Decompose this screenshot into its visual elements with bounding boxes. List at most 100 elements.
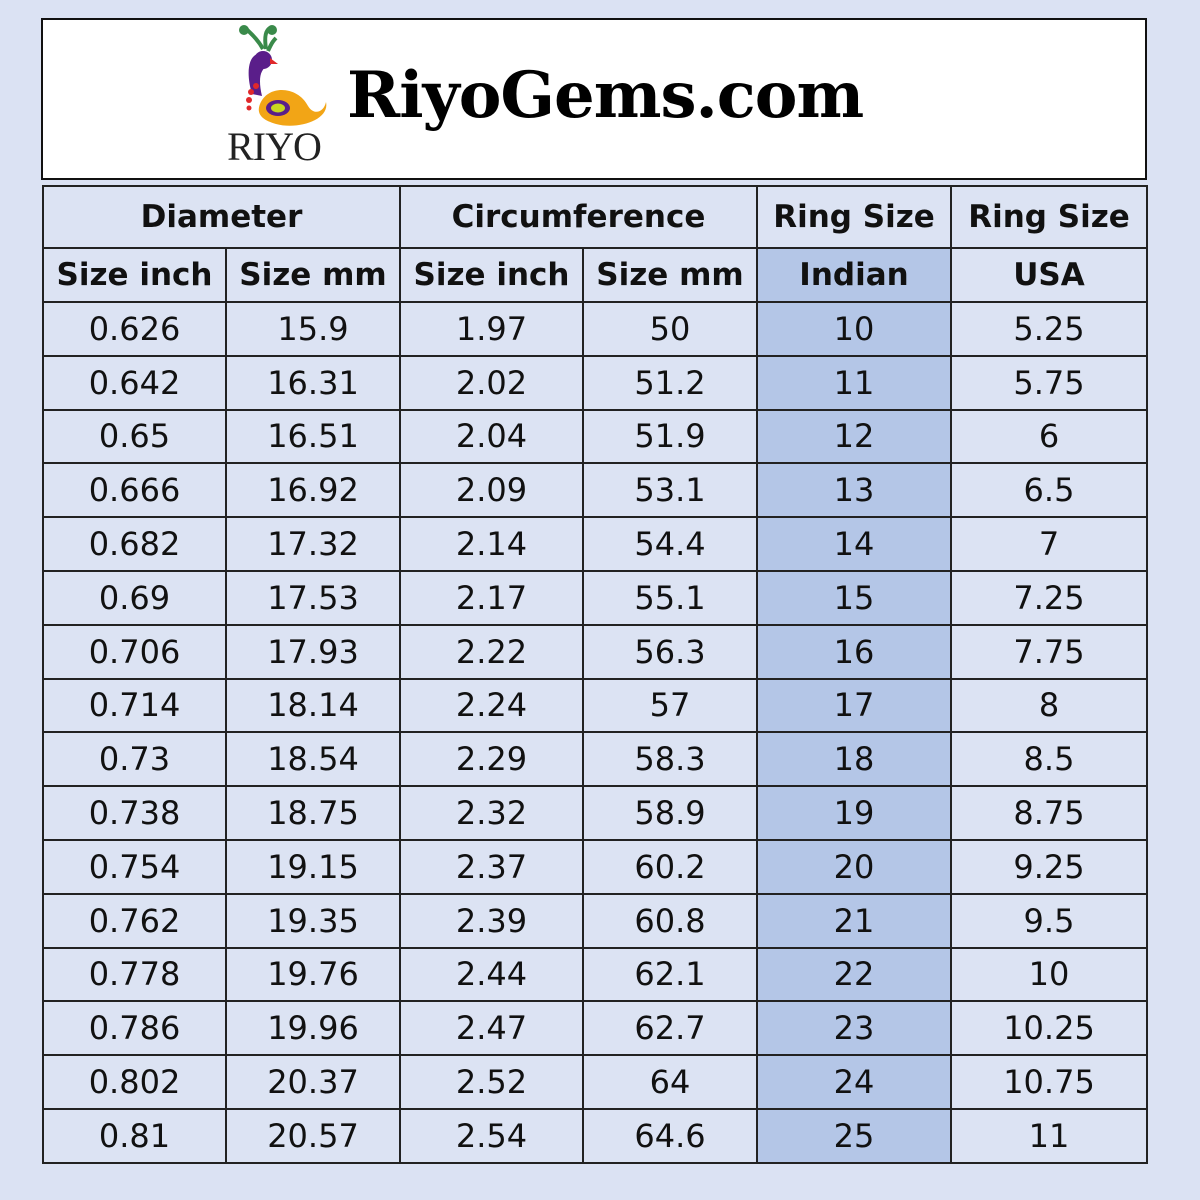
cell-indian-size: 21 [756, 892, 952, 949]
cell-diameter-inch: 0.706 [42, 623, 227, 680]
cell-indian-size: 10 [756, 301, 952, 357]
cell-circumference-mm: 58.3 [582, 731, 758, 788]
cell-circumference-mm: 64.6 [582, 1107, 758, 1164]
cell-indian-size: 13 [756, 462, 952, 519]
cell-indian-size: 12 [756, 408, 952, 465]
cell-usa-size: 8.75 [950, 785, 1148, 841]
cell-diameter-mm: 17.93 [225, 623, 401, 680]
cell-indian-size: 24 [756, 1054, 952, 1110]
cell-indian-size: 25 [756, 1107, 952, 1164]
cell-circumference-inch: 2.32 [399, 785, 584, 841]
cell-indian-size: 18 [756, 731, 952, 788]
subheader-circumference-inch: Size inch [399, 247, 584, 303]
cell-circumference-inch: 2.54 [399, 1107, 584, 1164]
table-row: 0.762 19.35 2.39 60.8 21 9.5 [42, 892, 1148, 949]
cell-diameter-inch: 0.666 [42, 462, 227, 519]
cell-circumference-inch: 2.02 [399, 354, 584, 411]
table-row: 0.778 19.76 2.44 62.1 22 10 [42, 946, 1148, 1003]
cell-diameter-inch: 0.69 [42, 569, 227, 626]
cell-usa-size: 5.25 [950, 301, 1148, 357]
cell-indian-size: 14 [756, 516, 952, 572]
cell-circumference-mm: 60.2 [582, 838, 758, 895]
cell-diameter-mm: 19.15 [225, 838, 401, 895]
cell-circumference-inch: 2.24 [399, 677, 584, 734]
cell-diameter-mm: 18.54 [225, 731, 401, 788]
cell-diameter-inch: 0.738 [42, 785, 227, 841]
subheader-usa: USA [950, 247, 1148, 303]
site-title: RiyoGems.com [347, 58, 864, 133]
table-row: 0.754 19.15 2.37 60.2 20 9.25 [42, 838, 1148, 895]
table-row: 0.626 15.9 1.97 50 10 5.25 [42, 301, 1148, 357]
cell-diameter-mm: 18.75 [225, 785, 401, 841]
cell-diameter-mm: 16.31 [225, 354, 401, 411]
cell-diameter-mm: 17.32 [225, 516, 401, 572]
cell-usa-size: 9.25 [950, 838, 1148, 895]
cell-circumference-inch: 2.52 [399, 1054, 584, 1110]
cell-diameter-inch: 0.754 [42, 838, 227, 895]
cell-diameter-inch: 0.762 [42, 892, 227, 949]
subheader-diameter-mm: Size mm [225, 247, 401, 303]
cell-indian-size: 22 [756, 946, 952, 1003]
cell-diameter-mm: 20.57 [225, 1107, 401, 1164]
riyo-logo: RIYO [218, 24, 333, 174]
table-row: 0.738 18.75 2.32 58.9 19 8.75 [42, 785, 1148, 841]
cell-diameter-inch: 0.682 [42, 516, 227, 572]
table-row: 0.682 17.32 2.14 54.4 14 7 [42, 516, 1148, 572]
cell-diameter-inch: 0.81 [42, 1107, 227, 1164]
cell-usa-size: 6 [950, 408, 1148, 465]
cell-indian-size: 23 [756, 1000, 952, 1057]
table-row: 0.786 19.96 2.47 62.7 23 10.25 [42, 1000, 1148, 1057]
cell-diameter-inch: 0.626 [42, 301, 227, 357]
table-row: 0.73 18.54 2.29 58.3 18 8.5 [42, 731, 1148, 788]
cell-indian-size: 16 [756, 623, 952, 680]
subheader-diameter-inch: Size inch [42, 247, 227, 303]
cell-circumference-inch: 2.39 [399, 892, 584, 949]
cell-circumference-mm: 58.9 [582, 785, 758, 841]
cell-usa-size: 7.25 [950, 569, 1148, 626]
cell-diameter-inch: 0.714 [42, 677, 227, 734]
cell-circumference-mm: 50 [582, 301, 758, 357]
cell-diameter-mm: 16.51 [225, 408, 401, 465]
cell-usa-size: 7.75 [950, 623, 1148, 680]
cell-indian-size: 20 [756, 838, 952, 895]
cell-diameter-mm: 19.96 [225, 1000, 401, 1057]
cell-circumference-inch: 2.09 [399, 462, 584, 519]
cell-usa-size: 8.5 [950, 731, 1148, 788]
cell-diameter-inch: 0.778 [42, 946, 227, 1003]
cell-circumference-inch: 2.29 [399, 731, 584, 788]
cell-circumference-mm: 53.1 [582, 462, 758, 519]
table-row: 0.666 16.92 2.09 53.1 13 6.5 [42, 462, 1148, 519]
cell-indian-size: 19 [756, 785, 952, 841]
cell-circumference-inch: 2.44 [399, 946, 584, 1003]
cell-circumference-inch: 2.14 [399, 516, 584, 572]
table-row: 0.706 17.93 2.22 56.3 16 7.75 [42, 623, 1148, 680]
cell-circumference-mm: 51.9 [582, 408, 758, 465]
cell-diameter-inch: 0.65 [42, 408, 227, 465]
cell-diameter-mm: 16.92 [225, 462, 401, 519]
cell-circumference-inch: 2.22 [399, 623, 584, 680]
cell-circumference-inch: 2.04 [399, 408, 584, 465]
cell-diameter-mm: 17.53 [225, 569, 401, 626]
cell-circumference-inch: 1.97 [399, 301, 584, 357]
cell-usa-size: 6.5 [950, 462, 1148, 519]
header-diameter: Diameter [42, 185, 401, 249]
header-ring-size-usa: Ring Size [950, 185, 1148, 249]
cell-usa-size: 7 [950, 516, 1148, 572]
cell-diameter-inch: 0.642 [42, 354, 227, 411]
table-row: 0.81 20.57 2.54 64.6 25 11 [42, 1107, 1148, 1164]
cell-circumference-mm: 64 [582, 1054, 758, 1110]
cell-usa-size: 9.5 [950, 892, 1148, 949]
cell-circumference-mm: 57 [582, 677, 758, 734]
cell-diameter-mm: 19.35 [225, 892, 401, 949]
cell-usa-size: 10 [950, 946, 1148, 1003]
cell-indian-size: 11 [756, 354, 952, 411]
cell-usa-size: 10.25 [950, 1000, 1148, 1057]
cell-circumference-mm: 51.2 [582, 354, 758, 411]
table-row: 0.714 18.14 2.24 57 17 8 [42, 677, 1148, 734]
cell-circumference-mm: 62.7 [582, 1000, 758, 1057]
cell-usa-size: 11 [950, 1107, 1148, 1164]
cell-circumference-mm: 60.8 [582, 892, 758, 949]
cell-circumference-mm: 56.3 [582, 623, 758, 680]
cell-diameter-inch: 0.73 [42, 731, 227, 788]
cell-usa-size: 5.75 [950, 354, 1148, 411]
